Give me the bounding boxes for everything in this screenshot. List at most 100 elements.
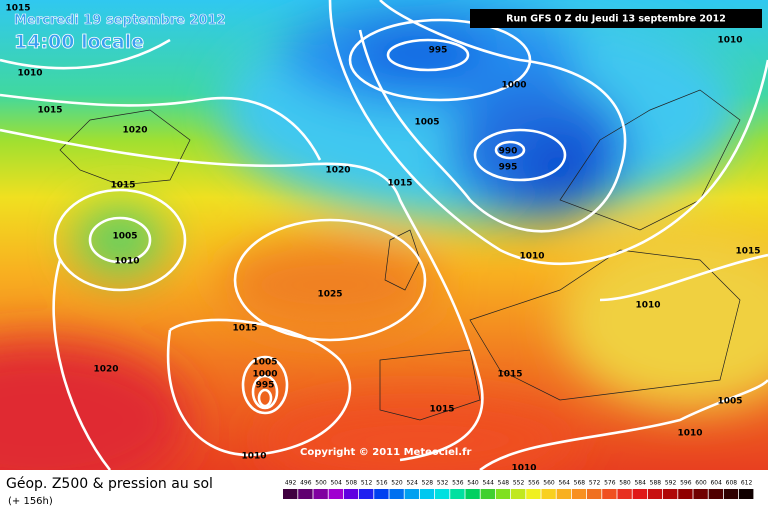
scale-label: 580 — [619, 480, 631, 487]
isobar-label: 1000 — [252, 370, 277, 380]
scale-swatch — [617, 489, 632, 499]
scale-swatch — [465, 489, 480, 499]
scale-label: 588 — [650, 480, 662, 487]
scale-label: 496 — [300, 480, 312, 487]
scale-swatch — [526, 489, 541, 499]
field-background — [0, 0, 768, 500]
scale-swatch — [404, 489, 419, 499]
scale-swatch — [587, 489, 602, 499]
scale-swatch — [708, 489, 723, 499]
scale-label: 612 — [741, 480, 753, 487]
scale-label: 540 — [467, 480, 479, 487]
scale-label: 572 — [589, 480, 601, 487]
isobar-label: 1005 — [414, 118, 439, 128]
scale-swatch — [450, 489, 465, 499]
scale-swatch — [541, 489, 556, 499]
scale-label: 508 — [346, 480, 358, 487]
scale-label: 504 — [330, 480, 342, 487]
map-time: 14:00 locale — [14, 31, 144, 53]
scale-swatch — [374, 489, 389, 499]
isobar-label: 1005 — [112, 232, 137, 242]
isobar-label: 1025 — [317, 290, 342, 300]
scale-label: 604 — [710, 480, 722, 487]
scale-label: 592 — [665, 480, 677, 487]
scale-swatch — [435, 489, 450, 499]
scale-swatch — [602, 489, 617, 499]
scale-label: 596 — [680, 480, 692, 487]
isobar-label: 1015 — [110, 181, 135, 191]
isobar-label: 1010 — [519, 252, 544, 262]
isobar-label: 995 — [499, 163, 518, 173]
scale-label: 600 — [695, 480, 707, 487]
isobar-label: 995 — [256, 381, 275, 391]
scale-swatch — [283, 489, 298, 499]
scale-swatch — [419, 489, 435, 499]
map-date: Mercredi 19 septembre 2012 — [14, 13, 226, 28]
scale-swatch — [663, 489, 678, 499]
scale-swatch — [739, 489, 754, 499]
scale-label: 500 — [315, 480, 327, 487]
scale-swatch — [511, 489, 526, 499]
scale-label: 548 — [498, 480, 510, 487]
scale-swatch — [678, 489, 693, 499]
legend-title: Géop. Z500 & pression au sol — [6, 476, 213, 492]
scale-label: 552 — [513, 480, 525, 487]
color-scale: 492 496 500 504 508 512 516 520 524 528 532 536 540 5… — [283, 480, 754, 499]
isobar-label: 1010 — [717, 36, 742, 46]
isobar-label: 1005 — [252, 358, 277, 368]
scale-swatch — [328, 489, 343, 499]
scale-swatch — [480, 489, 495, 499]
isobar-label: 1015 — [387, 179, 412, 189]
isobar-label: 1015 — [429, 405, 454, 415]
scale-label: 512 — [361, 480, 373, 487]
scale-swatch — [556, 489, 571, 499]
isobars — [0, 0, 768, 470]
isobar-label: 1010 — [241, 452, 266, 462]
scale-label: 520 — [391, 480, 403, 487]
scale-swatch — [723, 489, 739, 499]
scale-label: 536 — [452, 480, 464, 487]
isobar-label: 1015 — [232, 324, 257, 334]
scale-swatch — [571, 489, 587, 499]
scale-label: 532 — [437, 480, 449, 487]
isobar-label: 1010 — [635, 301, 660, 311]
isobar-label: 1015 — [5, 4, 30, 14]
scale-label: 492 — [285, 480, 297, 487]
isobar-label: 1020 — [325, 166, 350, 176]
scale-swatch — [632, 489, 647, 499]
isobar-label: 1005 — [717, 397, 742, 407]
scale-label: 584 — [634, 480, 646, 487]
scale-swatch — [495, 489, 511, 499]
scale-label: 528 — [422, 480, 434, 487]
legend-subtitle: (+ 156h) — [8, 496, 53, 507]
isobar-label-layer: 1015 1010 1015 1020 1015 1005 1010 1020 1015 1005… — [5, 4, 760, 474]
isobar-label: 1015 — [37, 106, 62, 116]
run-box — [470, 9, 762, 28]
scale-label: 560 — [543, 480, 555, 487]
isobar-label: 1010 — [17, 69, 42, 79]
scale-swatch — [693, 489, 708, 499]
run-info: Run GFS 0 Z du Jeudi 13 septembre 2012 — [506, 14, 726, 25]
scale-label: 576 — [604, 480, 616, 487]
scale-swatch — [647, 489, 663, 499]
isobar-label: 1015 — [497, 370, 522, 380]
scale-label: 556 — [528, 480, 540, 487]
isobar-label: 995 — [429, 46, 448, 56]
scale-label: 568 — [574, 480, 586, 487]
scale-swatch — [343, 489, 359, 499]
scale-label: 524 — [406, 480, 418, 487]
scale-label: 564 — [558, 480, 570, 487]
isobar-label: 1020 — [122, 126, 147, 136]
copyright: Copyright © 2011 Meteociel.fr — [300, 447, 471, 458]
scale-swatch — [313, 489, 328, 499]
isobar-label: 1010 — [114, 257, 139, 267]
scale-label: 544 — [482, 480, 494, 487]
isobar-label: 990 — [499, 147, 518, 157]
scale-swatch — [389, 489, 404, 499]
isobar-label: 1010 — [511, 464, 536, 474]
isobar-label: 1000 — [501, 81, 526, 91]
isobar-label: 1015 — [735, 247, 760, 257]
scale-label: 516 — [376, 480, 388, 487]
